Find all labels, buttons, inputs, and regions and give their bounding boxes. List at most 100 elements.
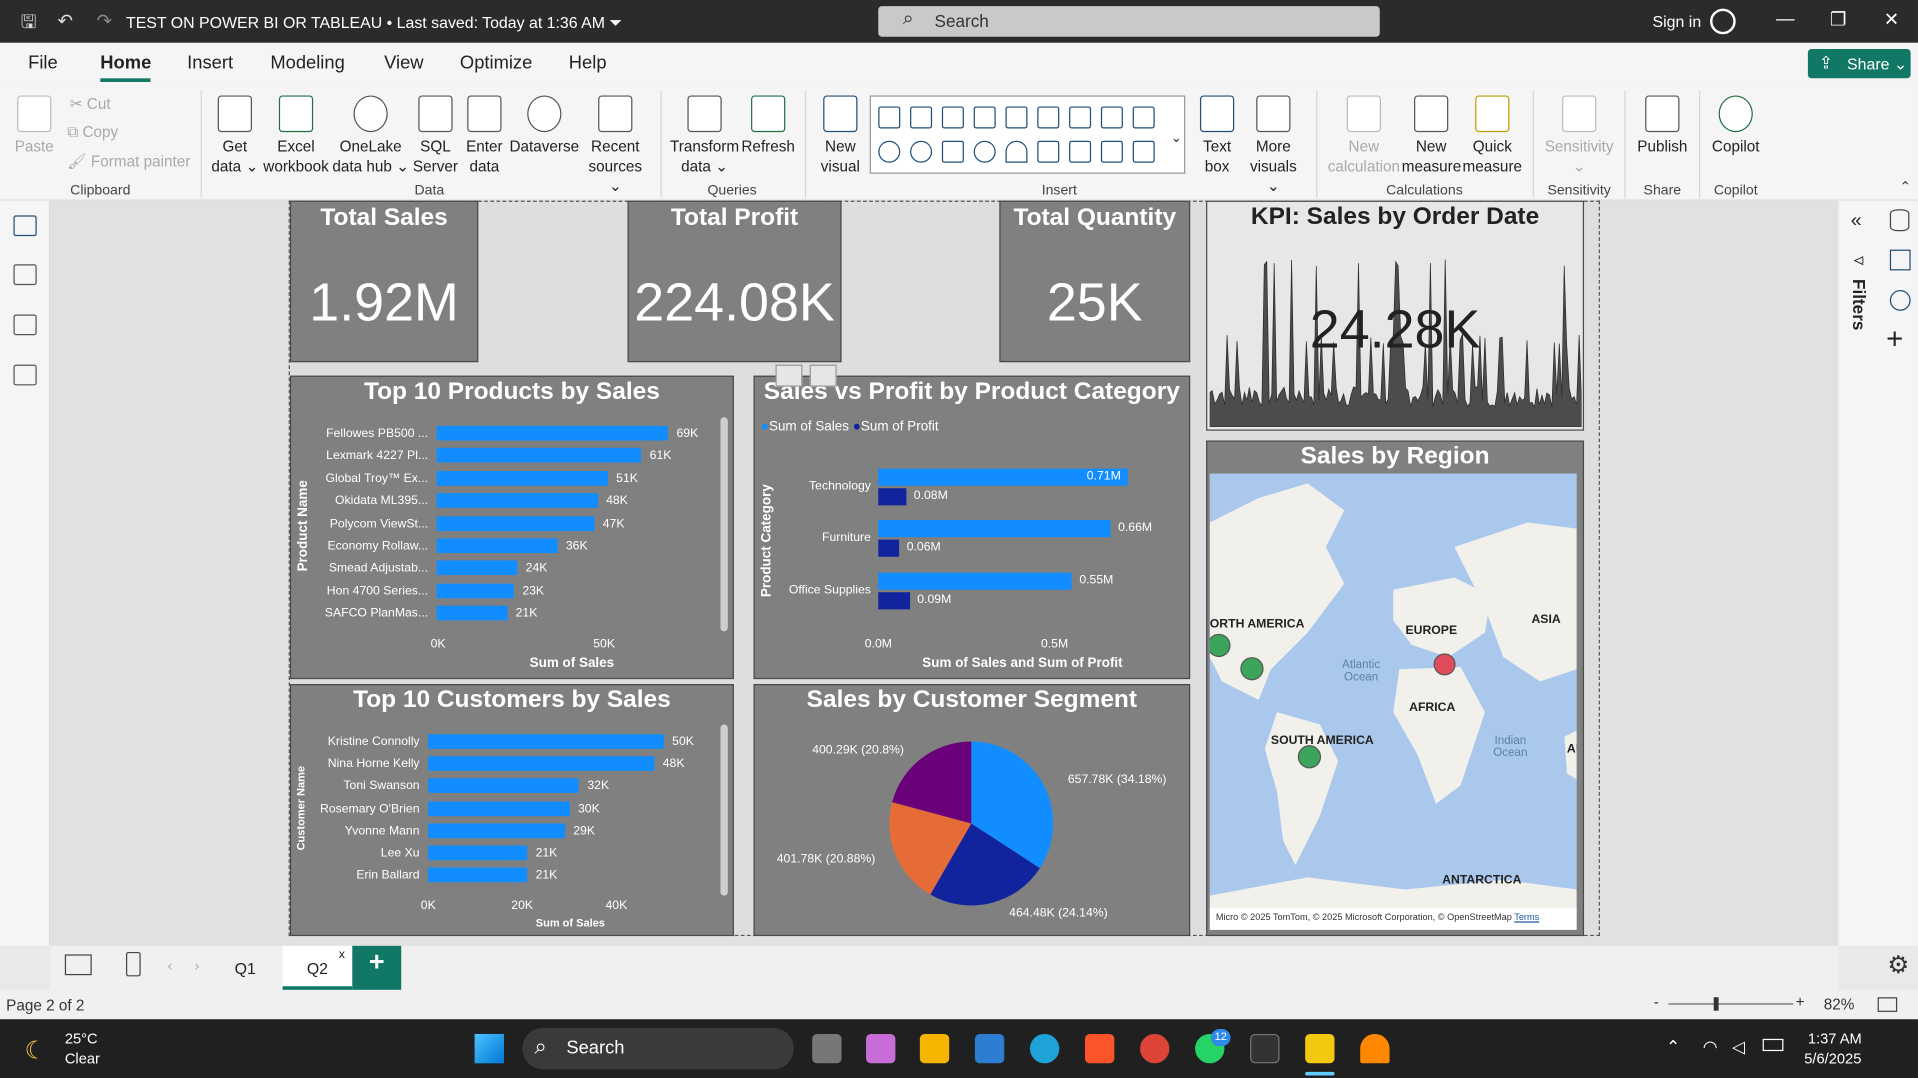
chart-scrollbar[interactable] xyxy=(720,724,728,896)
refresh-button[interactable]: Refresh xyxy=(740,95,796,156)
wifi-icon[interactable]: ◠ xyxy=(1702,1036,1718,1056)
area-chart-icon[interactable] xyxy=(1100,106,1123,129)
undo-icon[interactable]: ↶ xyxy=(57,11,73,32)
search-input[interactable]: ⌕ Search xyxy=(878,6,1380,37)
bar[interactable] xyxy=(428,823,565,838)
clustered-column-icon[interactable] xyxy=(973,106,996,129)
bar[interactable] xyxy=(436,583,514,599)
collapse-ribbon-icon[interactable]: ⌃ xyxy=(1899,179,1911,195)
visualizations-icon[interactable] xyxy=(1889,249,1911,271)
zoom-slider[interactable] xyxy=(1668,1003,1794,1005)
new-calculation-button[interactable]: New calculation xyxy=(1324,95,1405,176)
add-page-button[interactable]: + xyxy=(352,945,402,990)
filter-icon[interactable] xyxy=(775,364,803,387)
share-button[interactable]: ⇪ Share ⌄ xyxy=(1807,48,1911,79)
power-bi-icon[interactable] xyxy=(1305,1033,1335,1064)
brave-icon[interactable] xyxy=(1084,1033,1115,1064)
map-icon[interactable] xyxy=(973,140,996,163)
redo-icon[interactable]: ↷ xyxy=(96,11,113,32)
menu-view[interactable]: View xyxy=(384,52,424,74)
chart-scrollbar[interactable] xyxy=(720,417,728,632)
gallery-expand-icon[interactable]: ⌄ xyxy=(1170,130,1182,146)
cut-button[interactable]: ✂ Cut xyxy=(69,95,111,113)
taskbar-search[interactable]: ⌕ Search xyxy=(522,1027,794,1070)
profit-bar[interactable] xyxy=(878,488,907,506)
sales-bar[interactable] xyxy=(878,468,1129,486)
pie-slice[interactable] xyxy=(889,802,972,895)
document-title[interactable]: TEST ON POWER BI OR TABLEAU • Last saved… xyxy=(125,13,623,32)
bar[interactable] xyxy=(436,538,558,554)
bar[interactable] xyxy=(436,515,595,531)
edge-icon[interactable] xyxy=(1029,1033,1060,1064)
format-painter-button[interactable]: 🖌 Format painter xyxy=(67,152,191,171)
menu-file[interactable]: File xyxy=(28,52,58,74)
stacked-column-icon[interactable] xyxy=(910,106,933,129)
stacked-bar-icon[interactable] xyxy=(878,106,901,129)
pie-chart[interactable] xyxy=(889,740,1054,906)
enter-data-button[interactable]: Enter data xyxy=(461,95,507,176)
bar[interactable] xyxy=(436,493,598,509)
card-total-sales[interactable]: Total Sales 1.92M xyxy=(289,200,479,363)
kpi-sales-by-order-date[interactable]: KPI: Sales by Order Date 24.28K xyxy=(1206,200,1585,431)
terms-link[interactable]: Terms xyxy=(1514,911,1540,923)
menu-help[interactable]: Help xyxy=(568,52,607,74)
menu-optimize[interactable]: Optimize xyxy=(459,52,533,74)
table-view-icon[interactable] xyxy=(13,264,37,286)
file-explorer-icon[interactable] xyxy=(919,1033,950,1064)
bar[interactable] xyxy=(428,778,579,794)
report-view-icon[interactable] xyxy=(13,215,37,237)
text-box-button[interactable]: Text box xyxy=(1193,95,1242,176)
terminal-icon[interactable] xyxy=(1250,1033,1280,1064)
task-view-icon[interactable] xyxy=(812,1033,842,1064)
clustered-bar-icon[interactable] xyxy=(941,106,964,129)
bar[interactable] xyxy=(428,756,655,772)
data-pane-icon[interactable] xyxy=(1889,209,1910,232)
restore-icon[interactable]: ❐ xyxy=(1829,9,1847,31)
minimize-icon[interactable]: — xyxy=(1776,8,1795,30)
bar[interactable] xyxy=(428,800,570,816)
visual-gallery[interactable] xyxy=(869,95,1186,174)
card-icon[interactable] xyxy=(1037,140,1060,163)
map-bubble[interactable] xyxy=(1433,653,1456,676)
account-icon[interactable] xyxy=(1710,8,1736,35)
close-tab-icon[interactable]: x xyxy=(338,948,345,962)
start-icon[interactable] xyxy=(474,1033,504,1064)
ribbon-chart-icon[interactable] xyxy=(1132,106,1155,129)
filters-pane-label[interactable]: Filters xyxy=(1849,278,1870,331)
next-page-icon[interactable]: › xyxy=(194,956,200,974)
card-total-quantity[interactable]: Total Quantity 25K xyxy=(999,200,1191,363)
publish-button[interactable]: Publish xyxy=(1632,95,1693,156)
clock-date[interactable]: 5/6/2025 xyxy=(1804,1049,1862,1067)
sign-in-link[interactable]: Sign in xyxy=(1652,12,1702,31)
clock-time[interactable]: 1:37 AM xyxy=(1807,1030,1862,1048)
profit-bar[interactable] xyxy=(878,591,910,610)
filter-funnel-icon[interactable]: ⏿ xyxy=(1853,249,1865,268)
battery-icon[interactable] xyxy=(1762,1038,1784,1052)
copilot-button[interactable]: Copilot xyxy=(1706,95,1765,156)
slicer-icon[interactable] xyxy=(1069,140,1092,163)
new-visual-button[interactable]: New visual xyxy=(813,95,867,176)
zoom-in-icon[interactable]: + xyxy=(1795,993,1805,1011)
bar[interactable] xyxy=(428,734,664,749)
map-bubble[interactable] xyxy=(1297,745,1322,769)
line-chart-icon[interactable] xyxy=(1069,106,1092,129)
tray-chevron-icon[interactable]: ⌃ xyxy=(1665,1036,1681,1056)
page-tab-q1[interactable]: Q1 xyxy=(234,959,256,978)
save-icon[interactable]: 🖫 xyxy=(20,12,37,34)
zoom-slider-thumb[interactable] xyxy=(1713,997,1719,1011)
copilot-app-icon[interactable] xyxy=(866,1033,896,1064)
new-measure-button[interactable]: New measure xyxy=(1402,95,1461,176)
add-pane-icon[interactable]: + xyxy=(1886,323,1904,357)
excel-workbook-button[interactable]: Excel workbook xyxy=(261,95,332,176)
pie-slice[interactable] xyxy=(971,741,1054,869)
dax-query-view-icon[interactable] xyxy=(13,364,37,386)
get-data-button[interactable]: Get data ⌄ xyxy=(208,95,262,176)
paste-button[interactable]: Paste xyxy=(12,95,56,156)
table-visual-icon[interactable] xyxy=(1100,140,1123,163)
bar[interactable] xyxy=(428,867,528,883)
pie-slice[interactable] xyxy=(892,741,972,824)
chrome-icon[interactable] xyxy=(1140,1033,1170,1064)
transform-data-button[interactable]: Transform data ⌄ xyxy=(668,95,741,176)
model-view-icon[interactable] xyxy=(13,314,37,336)
map-bubble[interactable] xyxy=(1240,657,1264,681)
